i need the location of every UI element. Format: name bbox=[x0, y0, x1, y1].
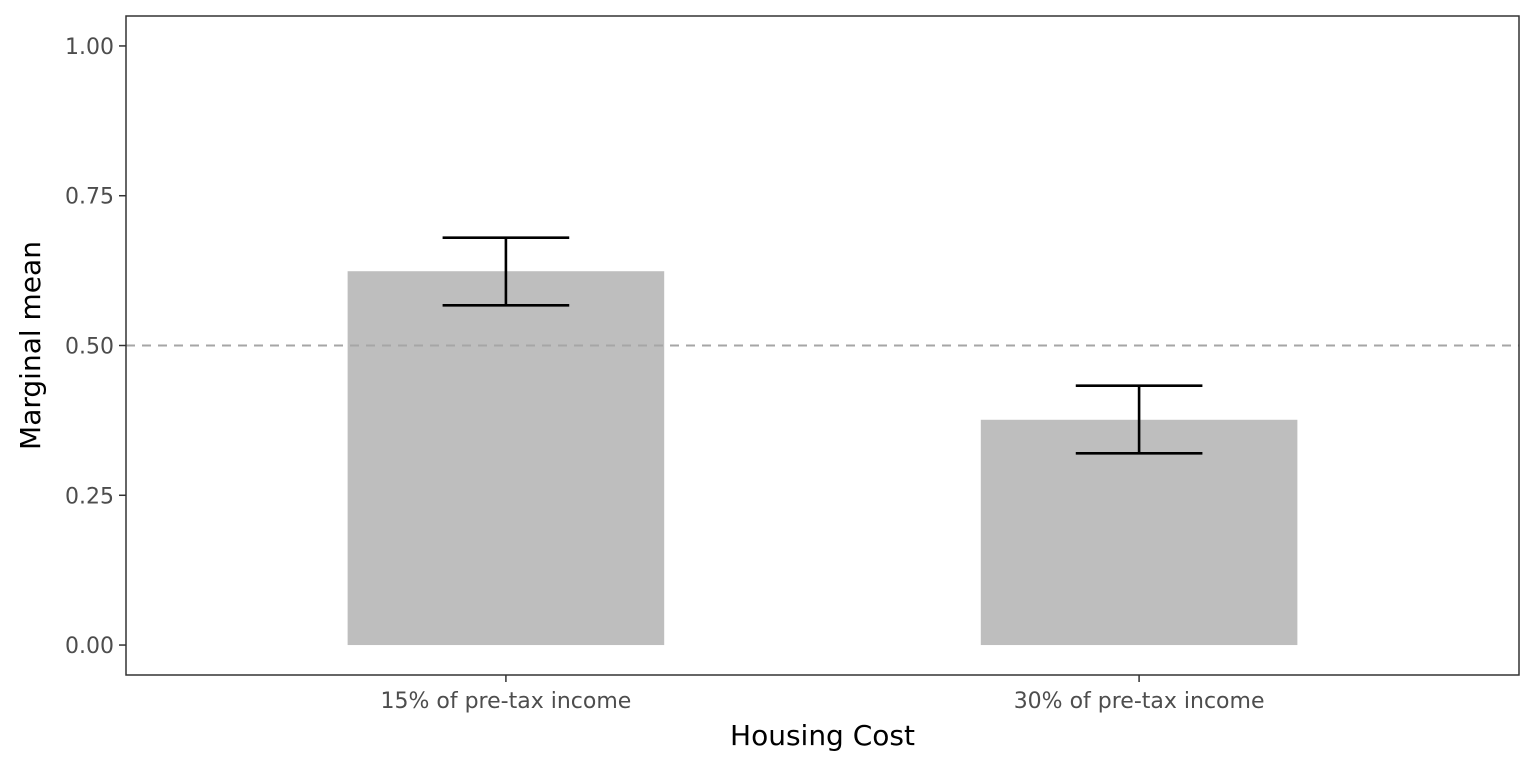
error-bar-1 bbox=[442, 236, 570, 307]
y-tick-label: 1.00 bbox=[65, 35, 114, 60]
x-axis-title: Housing Cost bbox=[730, 719, 915, 752]
y-axis: 0.00 0.25 0.50 0.75 1.00 bbox=[65, 35, 126, 659]
y-axis-title: Marginal mean bbox=[14, 241, 47, 450]
bars-layer bbox=[347, 271, 1298, 646]
x-tick-label: 30% of pre-tax income bbox=[1014, 689, 1265, 714]
y-tick-label: 0.00 bbox=[65, 634, 114, 659]
error-bar-2 bbox=[1075, 384, 1203, 455]
y-tick-label: 0.25 bbox=[65, 484, 114, 509]
error-bars-layer bbox=[442, 236, 1203, 455]
bar-1 bbox=[347, 271, 665, 646]
x-axis: 15% of pre-tax income 30% of pre-tax inco… bbox=[381, 675, 1265, 714]
bar-2 bbox=[980, 419, 1298, 646]
y-tick-label: 0.50 bbox=[65, 335, 114, 360]
y-tick-label: 0.75 bbox=[65, 185, 114, 210]
x-tick-label: 15% of pre-tax income bbox=[381, 689, 632, 714]
